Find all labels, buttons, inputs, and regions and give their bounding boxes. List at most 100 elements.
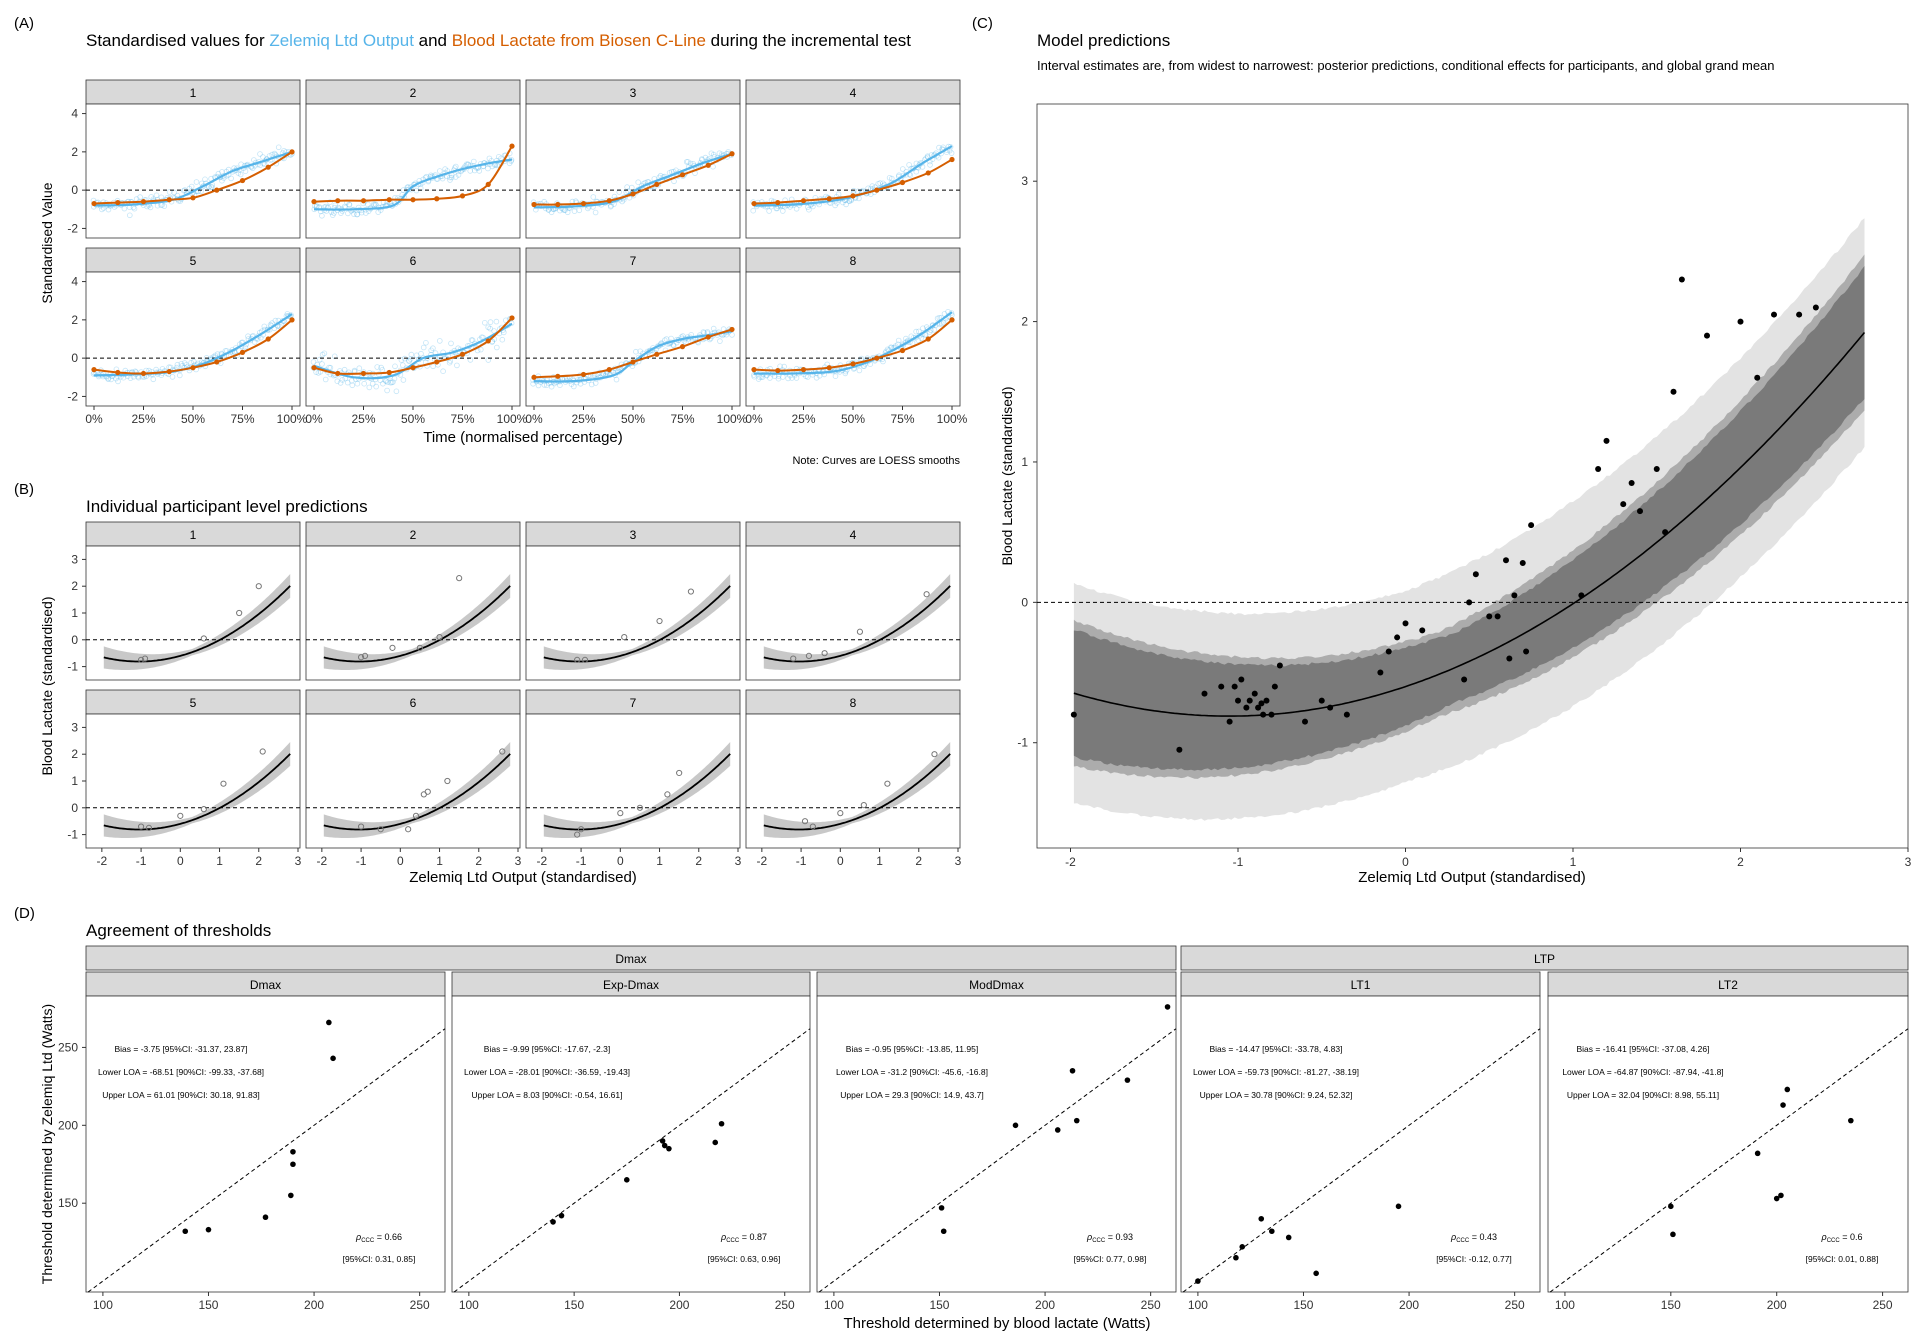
raw-point bbox=[499, 336, 506, 343]
raw-point bbox=[448, 340, 454, 347]
raw-point bbox=[341, 366, 348, 373]
data-point bbox=[574, 831, 581, 838]
raw-point bbox=[698, 156, 705, 162]
raw-point bbox=[785, 375, 791, 382]
raw-point bbox=[203, 354, 210, 361]
facet-d-1: Exp-Dmax Bias = -9.99 [95%CI: -17.67, -2.… bbox=[451, 971, 811, 1312]
data-point bbox=[361, 652, 369, 659]
raw-point bbox=[495, 154, 502, 160]
raw-point bbox=[398, 357, 405, 363]
x-tick-label: -2 bbox=[317, 854, 328, 868]
raw-point bbox=[177, 372, 183, 379]
x-tick-label: 75% bbox=[450, 412, 474, 426]
raw-point bbox=[271, 150, 278, 157]
facet-label: 4 bbox=[850, 86, 857, 100]
raw-point bbox=[485, 165, 491, 172]
raw-point bbox=[115, 378, 121, 385]
raw-point bbox=[576, 207, 583, 214]
facet-a-4: 4 bbox=[745, 79, 961, 239]
raw-point bbox=[750, 207, 756, 214]
data-point bbox=[262, 1214, 269, 1221]
raw-point bbox=[657, 172, 664, 179]
raw-point bbox=[855, 188, 861, 195]
facet-label: 1 bbox=[190, 528, 197, 542]
raw-point bbox=[467, 357, 474, 363]
x-tick-label: 2 bbox=[915, 854, 922, 868]
facet-label: ModDmax bbox=[969, 978, 1024, 992]
raw-point bbox=[354, 211, 361, 218]
raw-point bbox=[543, 382, 550, 389]
lactate-point bbox=[509, 143, 515, 149]
ccc-sub: CCC bbox=[726, 1238, 740, 1244]
y-tick-label: 200 bbox=[58, 1118, 78, 1132]
data-point bbox=[821, 650, 828, 657]
raw-point bbox=[278, 322, 285, 328]
raw-point bbox=[637, 348, 643, 355]
x-tick-label: 0% bbox=[745, 412, 763, 426]
raw-point bbox=[477, 346, 484, 353]
facet-b-7: 7 -2 -1 0 1 2 3 bbox=[525, 689, 742, 868]
raw-point bbox=[777, 203, 784, 210]
raw-point bbox=[188, 359, 194, 366]
raw-point bbox=[336, 205, 343, 212]
raw-point bbox=[391, 375, 398, 382]
data-point bbox=[1637, 508, 1643, 515]
lactate-point bbox=[386, 197, 392, 203]
lactate-point bbox=[485, 338, 491, 344]
data-point bbox=[656, 617, 663, 625]
raw-point bbox=[388, 379, 395, 386]
raw-point bbox=[322, 376, 329, 383]
raw-point bbox=[877, 180, 883, 186]
facet-a-6: 6 0% 25% 50% 75% 100% bbox=[305, 247, 528, 426]
data-point bbox=[290, 1148, 296, 1155]
raw-point bbox=[272, 317, 279, 324]
raw-point bbox=[337, 380, 344, 386]
raw-point bbox=[446, 359, 453, 366]
data-point bbox=[1628, 480, 1635, 487]
y-tick-label: -2 bbox=[67, 389, 78, 403]
y-axis-title: Standardised Value bbox=[39, 182, 55, 303]
data-point bbox=[1771, 311, 1777, 318]
x-tick-label: 1 bbox=[436, 854, 443, 868]
y-tick-label: -1 bbox=[1017, 736, 1028, 750]
lactate-point bbox=[899, 179, 906, 186]
panel-c-plot: -1 0 1 2 3 -2 -1 0 1 2 3 bbox=[1017, 103, 1912, 869]
lactate-point bbox=[485, 181, 491, 187]
raw-point bbox=[683, 159, 690, 165]
data-point bbox=[1226, 718, 1233, 725]
prediction-line bbox=[1073, 331, 1866, 717]
y-axis-title: Blood Lactate (standardised) bbox=[39, 597, 55, 776]
facet-label: 7 bbox=[630, 254, 637, 268]
raw-point bbox=[548, 383, 555, 390]
raw-point bbox=[710, 163, 716, 170]
lactate-point bbox=[751, 200, 757, 207]
x-tick-label: 200 bbox=[669, 1298, 689, 1312]
raw-point bbox=[161, 203, 168, 209]
facet-label: 6 bbox=[410, 254, 417, 268]
y-tick-label: 2 bbox=[71, 579, 78, 593]
raw-point bbox=[467, 168, 474, 174]
identity-line bbox=[87, 1028, 446, 1293]
y-tick-label: -1 bbox=[67, 828, 78, 842]
raw-point bbox=[105, 206, 112, 213]
raw-point bbox=[781, 363, 787, 370]
data-point bbox=[1327, 704, 1334, 711]
raw-point bbox=[717, 338, 723, 344]
raw-point bbox=[372, 376, 379, 383]
raw-point bbox=[570, 383, 577, 390]
raw-point bbox=[925, 326, 931, 333]
title-part: Zelemiq Ltd Output bbox=[269, 31, 414, 50]
data-point bbox=[938, 1205, 945, 1211]
raw-point bbox=[613, 376, 620, 383]
lactate-point bbox=[679, 172, 686, 178]
raw-point bbox=[188, 183, 195, 190]
raw-point bbox=[361, 380, 368, 387]
raw-point bbox=[183, 362, 190, 368]
raw-point bbox=[242, 344, 249, 351]
data-point bbox=[712, 1139, 719, 1146]
data-point bbox=[444, 777, 451, 785]
x-tick-label: 1 bbox=[1570, 855, 1577, 869]
data-point bbox=[389, 644, 396, 651]
data-point bbox=[1511, 592, 1518, 599]
raw-point bbox=[235, 170, 242, 176]
